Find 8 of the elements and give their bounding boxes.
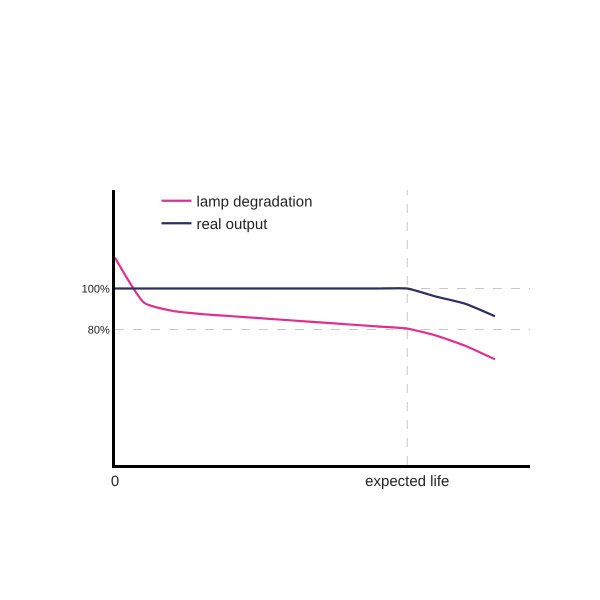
x-tick-label: expected life (365, 473, 450, 490)
line-series (115, 256, 496, 360)
x-tick-label: 0 (110, 473, 120, 490)
legend-label: lamp degradation (196, 194, 312, 211)
legend-label: real output (196, 216, 268, 234)
y-tick-label: 100% (82, 283, 110, 296)
line-series (115, 287, 496, 318)
y-tick-label: 80% (88, 324, 110, 336)
